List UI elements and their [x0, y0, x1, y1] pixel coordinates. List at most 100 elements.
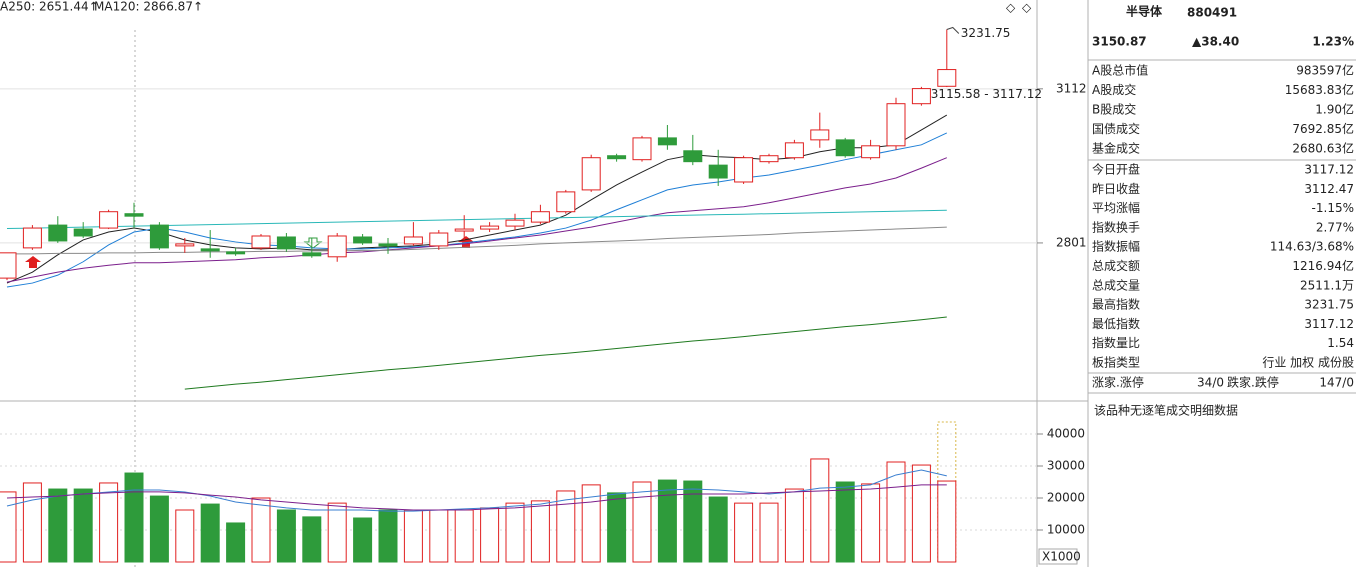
candle-body: [403, 236, 423, 245]
row-value: 1.54: [1327, 336, 1354, 350]
candle-body: [861, 145, 881, 159]
candle-body: [0, 252, 17, 279]
candle-body: [556, 191, 576, 213]
breadth-value: 147/0: [1319, 376, 1354, 390]
row-value: 114.63/3.68%: [1270, 240, 1354, 254]
volume-bar: [708, 496, 728, 563]
icon[interactable]: ◇: [1006, 1, 1016, 15]
candle-body: [251, 235, 271, 249]
ma-line: [184, 316, 947, 390]
volume-bar: [784, 488, 804, 563]
row-label: 指数量比: [1092, 335, 1140, 350]
volume-bar: [530, 500, 550, 563]
row-value: 15683.83亿: [1285, 82, 1354, 97]
ma-line: [7, 226, 947, 255]
candle-body: [657, 137, 677, 146]
panel-code: 880491: [1187, 6, 1237, 20]
change-pct: 1.23%: [1312, 35, 1354, 49]
candle-body: [149, 224, 169, 249]
row-label: 总成交额: [1092, 258, 1140, 273]
candle-body: [99, 211, 119, 229]
volume-bar: [734, 502, 754, 563]
ma-line: [6, 484, 947, 511]
volume-bar: [403, 509, 423, 563]
volume-bar: [276, 509, 296, 563]
volume-bar: [556, 490, 576, 563]
row-label: 基金成交: [1092, 141, 1140, 156]
row-label: A股总市值: [1092, 63, 1148, 78]
breadth-label: 跌家.跌停: [1227, 375, 1279, 390]
candle-body: [683, 150, 703, 163]
row-value: 行业 加权 成份股: [1262, 356, 1354, 370]
volume-bar: [810, 458, 830, 563]
row-value: 1216.94亿: [1292, 258, 1354, 273]
row-label: 总成交量: [1092, 277, 1140, 292]
row-value: 2.77%: [1316, 220, 1354, 234]
volume-bar: [378, 509, 398, 563]
row-value: 3231.75: [1304, 298, 1354, 312]
candle-body: [708, 164, 728, 179]
signal-arrow: [303, 237, 323, 249]
row-value: 3117.12: [1304, 163, 1354, 177]
volume-bar: [480, 507, 500, 563]
volume-bar: [251, 497, 271, 563]
unit-label: X1000: [1042, 550, 1081, 564]
candle-body: [835, 139, 855, 157]
candle-body: [784, 142, 804, 159]
row-label: A股成交: [1092, 82, 1136, 97]
volume-bar: [683, 480, 703, 563]
volume-bar: [73, 488, 93, 563]
candle-body: [886, 103, 906, 147]
legend-entry: MA120: 2866.87↑: [94, 0, 203, 14]
candle-body: [607, 155, 627, 160]
row-label: 最高指数: [1092, 297, 1140, 312]
row-label: 最低指数: [1092, 316, 1140, 331]
breadth-value: 34/0: [1197, 376, 1224, 390]
volume-bar: [911, 464, 931, 563]
unit-box: [1038, 548, 1078, 565]
volume-bar: [607, 492, 627, 563]
candle-body: [200, 248, 220, 252]
row-label: 今日开盘: [1092, 162, 1140, 177]
candle-body: [48, 224, 68, 242]
volume-bar: [327, 502, 347, 563]
row-label: B股成交: [1092, 102, 1136, 117]
price: 3150.87: [1092, 35, 1147, 49]
candle-body: [302, 252, 322, 257]
icon[interactable]: ◇: [1022, 1, 1032, 15]
y-tick-label: 2801: [1056, 235, 1087, 249]
panel-note: 该品种无逐笔成交明细数据: [1094, 403, 1238, 418]
volume-bar: [581, 484, 601, 563]
candle-body: [505, 219, 525, 227]
row-value: 7692.85亿: [1292, 121, 1354, 136]
volume-bar: [429, 509, 449, 563]
ma-line: [6, 157, 947, 283]
candle-body: [911, 88, 931, 105]
change: ▲38.40: [1192, 35, 1239, 49]
row-value: 983597亿: [1296, 63, 1354, 78]
volume-bar: [226, 522, 246, 563]
annotation: 3115.58 - 3117.12: [931, 87, 1042, 101]
candle-body: [734, 157, 754, 183]
volume-bar: [861, 483, 881, 563]
y-tick-label: 3112: [1056, 81, 1087, 95]
legend-entry: A250: 2651.44↑: [0, 0, 99, 14]
row-label: 板指类型: [1092, 355, 1140, 370]
candle-body: [632, 137, 652, 161]
candle-body: [73, 228, 93, 237]
candle-body: [759, 155, 779, 163]
volume-bar: [149, 495, 169, 563]
volume-bar: [353, 517, 373, 563]
candle-body: [454, 228, 474, 232]
y-tick-label: 10000: [1047, 523, 1085, 537]
candle-body: [226, 251, 246, 255]
candle-body: [480, 225, 500, 230]
volume-bar: [0, 491, 17, 563]
panel-title: 半导体: [1126, 4, 1163, 19]
volume-bar: [632, 481, 652, 563]
volume-bar: [505, 502, 525, 563]
candle-body: [810, 129, 830, 141]
row-label: 国债成交: [1092, 121, 1140, 136]
